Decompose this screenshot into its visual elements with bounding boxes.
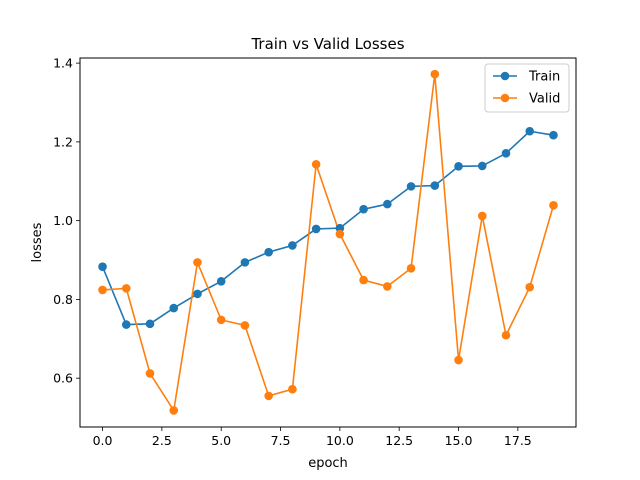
valid-point [264, 391, 273, 401]
valid-point [525, 282, 535, 292]
valid-point [454, 355, 463, 365]
train-point [359, 204, 368, 214]
train-point [264, 247, 273, 257]
train-point [430, 181, 440, 190]
valid-point [383, 282, 392, 291]
y-tick-label: 1.2 [53, 134, 73, 149]
x-tick-label: 17.5 [504, 433, 532, 448]
valid-point [549, 200, 558, 210]
valid-point [121, 284, 131, 293]
valid-point [288, 384, 297, 394]
x-axis-label: epoch [308, 456, 348, 471]
valid-point [145, 369, 155, 378]
valid-point [359, 275, 368, 285]
train-point [98, 262, 107, 272]
train-point [121, 320, 131, 329]
train-point [240, 258, 250, 267]
valid-point [430, 69, 440, 79]
train-point [288, 241, 297, 250]
y-tick-label: 0.6 [53, 371, 73, 386]
valid-point [311, 160, 321, 169]
y-tick-label: 1.0 [53, 213, 73, 228]
legend-valid-marker [500, 93, 510, 103]
train-point [145, 319, 155, 329]
x-tick-label: 10.0 [326, 433, 354, 448]
valid-point [406, 263, 416, 273]
x-tick-label: 5.0 [211, 433, 231, 448]
train-point [169, 303, 179, 313]
x-tick-label: 7.5 [271, 433, 291, 448]
valid-series-line [102, 73, 555, 412]
valid-point [240, 321, 250, 330]
y-tick-label: 0.8 [53, 292, 73, 307]
train-point [193, 289, 202, 299]
legend-valid-label: Valid [529, 92, 560, 107]
chart-title: Train vs Valid Losses [250, 35, 404, 53]
train-point [383, 199, 392, 209]
train-point [525, 126, 535, 136]
valid-point [98, 285, 107, 295]
axes-frame [79, 57, 577, 428]
train-point [454, 161, 463, 171]
train-point [335, 223, 345, 233]
train-point [501, 149, 511, 158]
valid-point [193, 258, 202, 267]
y-axis-label: losses [30, 222, 45, 262]
train-point [216, 276, 226, 286]
valid-point [477, 211, 487, 221]
x-tick-label: 15.0 [445, 433, 473, 448]
legend-train-marker [500, 71, 510, 81]
valid-point [216, 315, 226, 325]
valid-point [501, 330, 511, 340]
plot-area [80, 58, 576, 427]
legend: Train Valid [484, 63, 570, 113]
legend-train-label: Train [528, 70, 560, 85]
valid-point [335, 229, 345, 239]
x-tick-label: 0.0 [93, 433, 113, 448]
x-tick-label: 12.5 [385, 433, 413, 448]
train-point [311, 224, 321, 234]
train-point [406, 182, 416, 191]
train-point [477, 161, 487, 171]
valid-point [169, 406, 179, 415]
train-point [549, 130, 558, 140]
y-tick-label: 1.4 [53, 56, 73, 71]
x-tick-label: 2.5 [152, 433, 172, 448]
